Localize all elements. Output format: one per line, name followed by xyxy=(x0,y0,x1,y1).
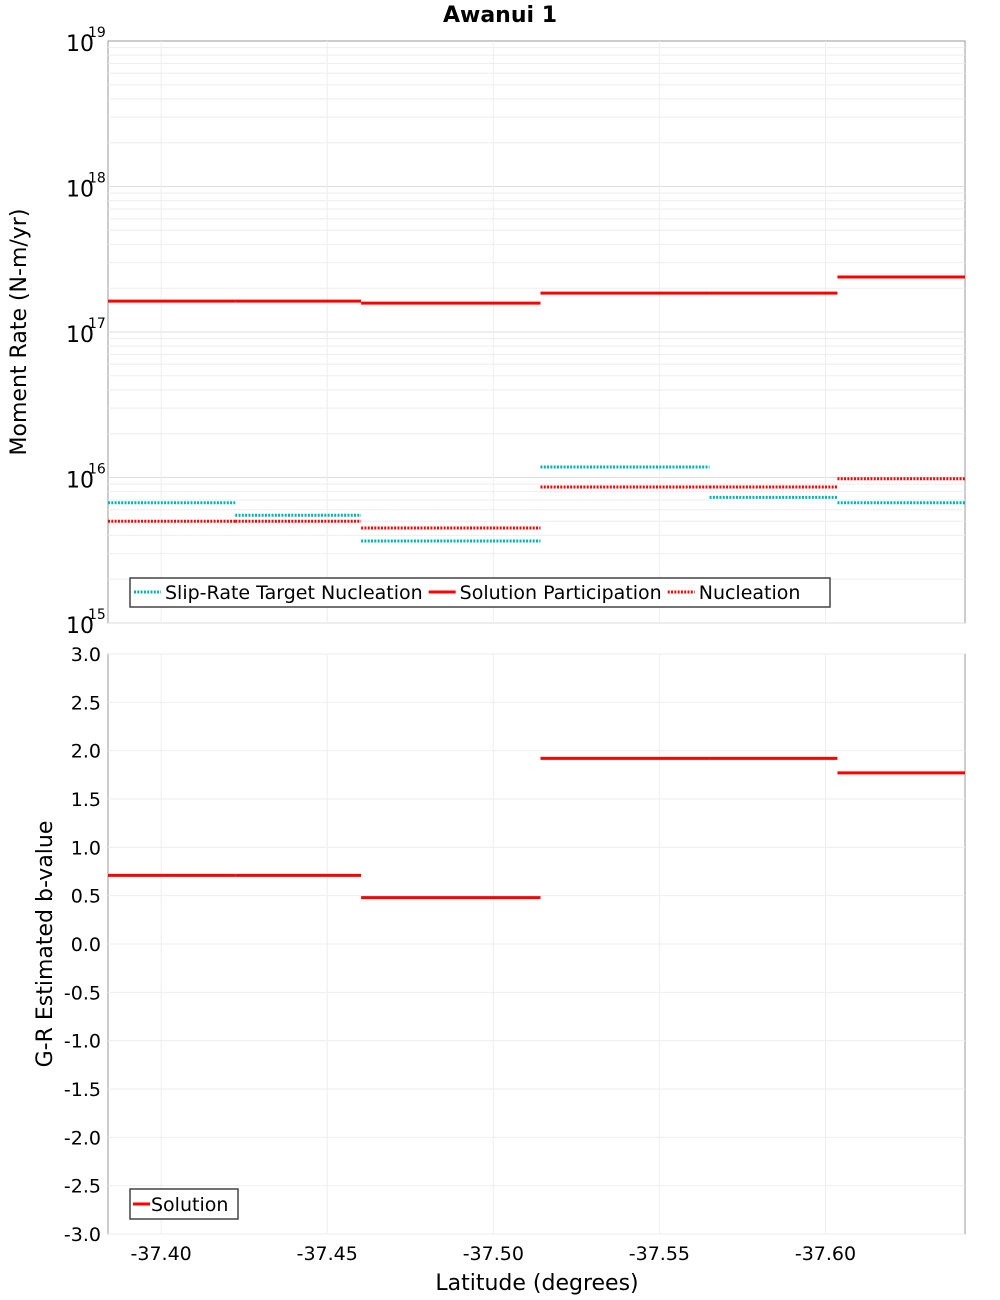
y-tick-label: -1.5 xyxy=(64,1079,101,1101)
x-tick-label: -37.60 xyxy=(795,1243,856,1265)
y-tick-label-base: 10 xyxy=(66,323,94,348)
chart-title: Awanui 1 xyxy=(443,3,557,28)
bottom-legend: Solution xyxy=(129,1188,239,1220)
y-tick-label: -2.5 xyxy=(64,1176,101,1198)
bottom-y-axis-label: G-R Estimated b-value xyxy=(33,821,58,1068)
y-tick-label: -1.0 xyxy=(64,1031,101,1053)
y-tick-label: 2.5 xyxy=(71,692,101,714)
y-tick-label-base: 10 xyxy=(66,469,94,494)
y-tick-label-exponent: 18 xyxy=(88,171,106,187)
y-tick-label-exponent: 17 xyxy=(88,316,106,332)
y-tick-label-base: 10 xyxy=(66,614,94,639)
legend-label-0: Slip-Rate Target Nucleation xyxy=(165,582,423,604)
y-tick-label-exponent: 15 xyxy=(88,607,106,623)
y-tick-label-base: 10 xyxy=(66,178,94,203)
y-tick-label-base: 10 xyxy=(66,32,94,57)
y-tick-label: 1.0 xyxy=(71,837,101,859)
y-tick-label-exponent: 16 xyxy=(88,462,106,478)
y-tick-label: 0.5 xyxy=(71,886,101,908)
x-tick-label: -37.50 xyxy=(463,1243,524,1265)
y-tick-label: 3.0 xyxy=(71,644,101,666)
x-tick-label: -37.45 xyxy=(297,1243,358,1265)
y-tick-label: -0.5 xyxy=(64,982,101,1004)
top-y-axis-label: Moment Rate (N-m/yr) xyxy=(7,209,32,456)
y-tick-label: 0.0 xyxy=(71,934,101,956)
legend-label-2: Nucleation xyxy=(699,582,801,604)
legend-label: Solution xyxy=(151,1194,228,1216)
y-tick-label: 2.0 xyxy=(71,741,101,763)
y-tick-label: -2.0 xyxy=(64,1127,101,1149)
y-tick-label-exponent: 19 xyxy=(88,25,106,41)
x-axis-label: Latitude (degrees) xyxy=(435,1271,638,1296)
y-tick-label: -3.0 xyxy=(64,1224,101,1246)
x-tick-label: -37.40 xyxy=(131,1243,192,1265)
top-legend: Slip-Rate Target Nucleation Solution Part… xyxy=(129,577,831,608)
legend-label-1: Solution Participation xyxy=(460,582,662,604)
x-tick-label: -37.55 xyxy=(629,1243,690,1265)
y-tick-label: 1.5 xyxy=(71,789,101,811)
legend-box xyxy=(129,577,831,608)
